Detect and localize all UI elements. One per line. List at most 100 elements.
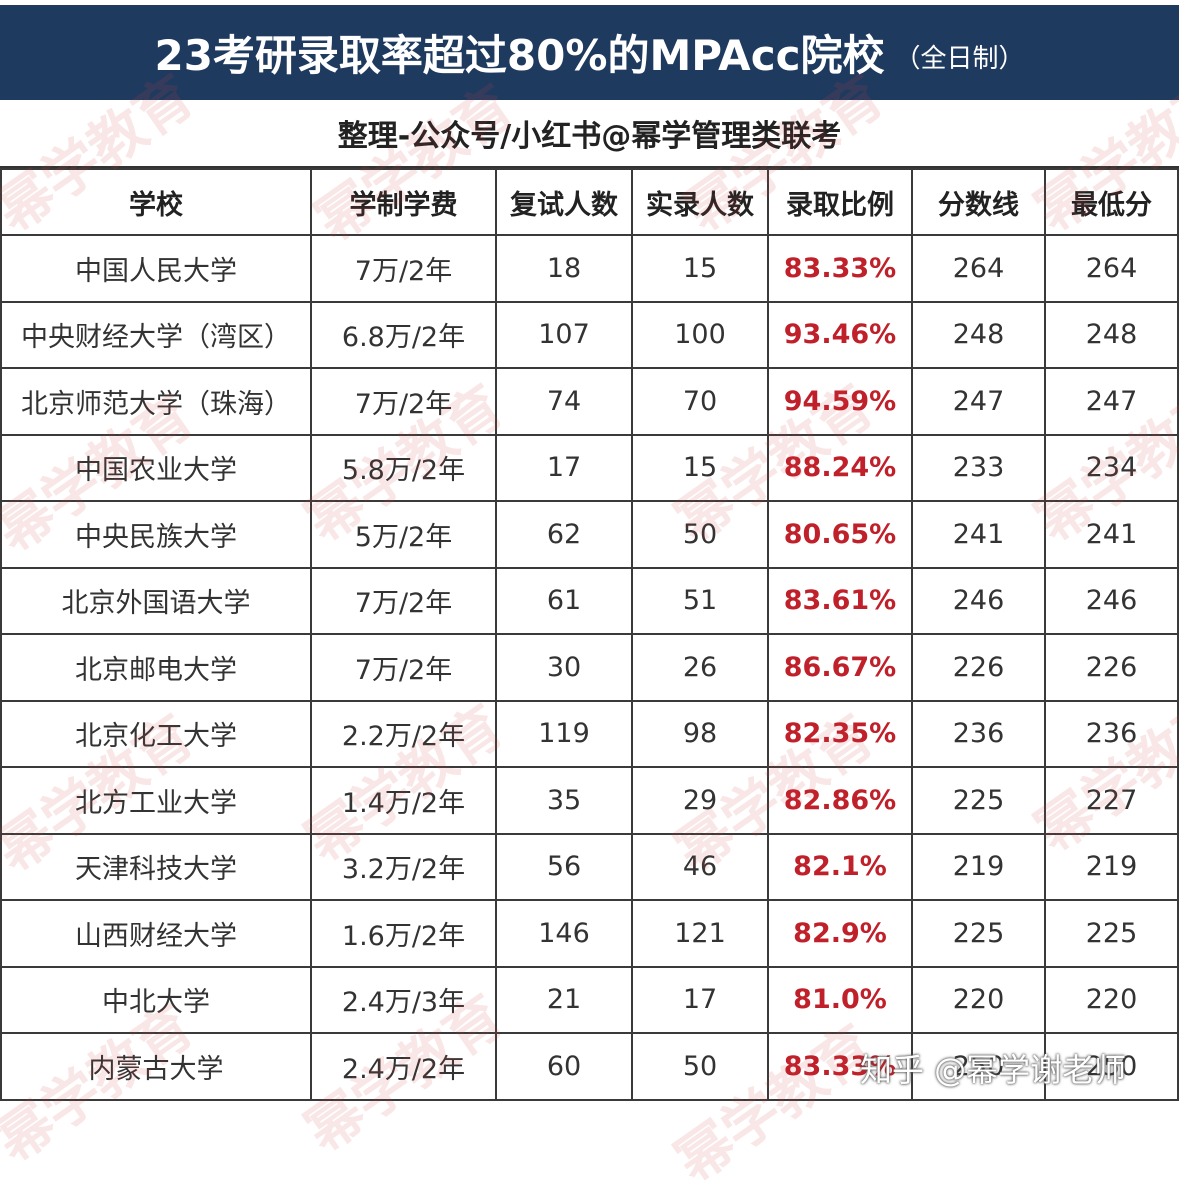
cell: 82.86% [767, 766, 913, 835]
column-header: 录取比例 [767, 168, 913, 236]
cell: 18 [495, 234, 633, 303]
cell: 北京师范大学（珠海） [0, 367, 312, 436]
table-row: 中央民族大学 5万/2年 62 50 80.65% 241 241 [0, 500, 1179, 569]
credit: 知乎 @幂学谢老师 [860, 1051, 1127, 1089]
cell: 83.33% [767, 1032, 913, 1101]
cell: 56 [495, 832, 633, 901]
subtitle: 整理-公众号/小红书@幂学管理类联考 [0, 100, 1179, 168]
cell: 80.65% [767, 500, 913, 569]
cell: 3.2万/2年 [310, 832, 497, 901]
column-header: 学校 [0, 168, 312, 236]
cell: 225 [911, 766, 1046, 835]
table-row: 中央财经大学（湾区） 6.8万/2年 107 100 93.46% 248 248 [0, 300, 1179, 369]
cell: 236 [911, 699, 1046, 768]
cell: 248 [1044, 300, 1179, 369]
header-row: 学校 学制学费 复试人数 实录人数 录取比例 分数线 最低分 [0, 168, 1179, 236]
cell: 94.59% [767, 367, 913, 436]
cell: 62 [495, 500, 633, 569]
cell: 146 [495, 899, 633, 968]
column-header: 最低分 [1044, 168, 1179, 236]
cell: 248 [911, 300, 1046, 369]
cell: 241 [1044, 500, 1179, 569]
cell: 70 [631, 367, 769, 436]
cell: 220 [1044, 965, 1179, 1034]
cell: 83.33% [767, 234, 913, 303]
cell: 86.67% [767, 633, 913, 702]
cell: 82.1% [767, 832, 913, 901]
title-bar: 23考研录取率超过80%的MPAcc院校 （全日制） [0, 5, 1179, 100]
cell: 264 [911, 234, 1046, 303]
cell: 83.61% [767, 566, 913, 635]
cell: 山西财经大学 [0, 899, 312, 968]
cell: 15 [631, 433, 769, 502]
cell: 82.9% [767, 899, 913, 968]
cell: 1.4万/2年 [310, 766, 497, 835]
cell: 2.4万/3年 [310, 965, 497, 1034]
cell: 7万/2年 [310, 367, 497, 436]
cell: 225 [1044, 899, 1179, 968]
table-row: 中北大学 2.4万/3年 21 17 81.0% 220 220 [0, 965, 1179, 1034]
table-body: 中国人民大学 7万/2年 18 15 83.33% 264 264 中央财经大学（湾区） 6.8… [0, 234, 1179, 1101]
table-row: 中国农业大学 5.8万/2年 17 15 88.24% 233 234 [0, 433, 1179, 502]
cell: 中国人民大学 [0, 234, 312, 303]
cell: 225 [911, 899, 1046, 968]
cell: 中国农业大学 [0, 433, 312, 502]
table-row: 天津科技大学 3.2万/2年 56 46 82.1% 219 219 [0, 832, 1179, 901]
cell: 107 [495, 300, 633, 369]
cell: 30 [495, 633, 633, 702]
cell: 119 [495, 699, 633, 768]
cell: 中北大学 [0, 965, 312, 1034]
cell: 250 [911, 1032, 1046, 1101]
cell: 264 [1044, 234, 1179, 303]
cell: 50 [631, 500, 769, 569]
page: 23考研录取率超过80%的MPAcc院校 （全日制） 整理-公众号/小红书@幂学… [0, 5, 1179, 1196]
title-note: （全日制） [894, 44, 1025, 74]
table-row: 北京化工大学 2.2万/2年 119 98 82.35% 236 236 [0, 699, 1179, 768]
table-row: 北京邮电大学 7万/2年 30 26 86.67% 226 226 [0, 633, 1179, 702]
cell: 81.0% [767, 965, 913, 1034]
cell: 226 [1044, 633, 1179, 702]
cell: 88.24% [767, 433, 913, 502]
cell: 226 [911, 633, 1046, 702]
cell: 17 [495, 433, 633, 502]
title: 23考研录取率超过80%的MPAcc院校 [154, 31, 885, 80]
cell: 1.6万/2年 [310, 899, 497, 968]
cell: 121 [631, 899, 769, 968]
cell: 中央民族大学 [0, 500, 312, 569]
cell: 35 [495, 766, 633, 835]
cell: 233 [911, 433, 1046, 502]
column-header: 实录人数 [631, 168, 769, 236]
cell: 2.4万/2年 [310, 1032, 497, 1101]
cell: 250 [1044, 1032, 1179, 1101]
cell: 247 [911, 367, 1046, 436]
table-row: 中国人民大学 7万/2年 18 15 83.33% 264 264 [0, 234, 1179, 303]
cell: 北京邮电大学 [0, 633, 312, 702]
cell: 21 [495, 965, 633, 1034]
column-header: 学制学费 [310, 168, 497, 236]
cell: 46 [631, 832, 769, 901]
cell: 220 [911, 965, 1046, 1034]
cell: 241 [911, 500, 1046, 569]
cell: 5.8万/2年 [310, 433, 497, 502]
cell: 2.2万/2年 [310, 699, 497, 768]
cell: 内蒙古大学 [0, 1032, 312, 1101]
table-row: 内蒙古大学 2.4万/2年 60 50 83.33% 250 250 [0, 1032, 1179, 1101]
cell: 51 [631, 566, 769, 635]
cell: 74 [495, 367, 633, 436]
cell: 93.46% [767, 300, 913, 369]
cell: 5万/2年 [310, 500, 497, 569]
cell: 246 [1044, 566, 1179, 635]
table-row: 山西财经大学 1.6万/2年 146 121 82.9% 225 225 [0, 899, 1179, 968]
cell: 29 [631, 766, 769, 835]
cell: 7万/2年 [310, 633, 497, 702]
table-row: 北京师范大学（珠海） 7万/2年 74 70 94.59% 247 247 [0, 367, 1179, 436]
table-row: 北方工业大学 1.4万/2年 35 29 82.86% 225 227 [0, 766, 1179, 835]
cell: 北京化工大学 [0, 699, 312, 768]
cell: 天津科技大学 [0, 832, 312, 901]
cell: 7万/2年 [310, 566, 497, 635]
table-row: 北京外国语大学 7万/2年 61 51 83.61% 246 246 [0, 566, 1179, 635]
cell: 北方工业大学 [0, 766, 312, 835]
cell: 219 [1044, 832, 1179, 901]
cell: 北京外国语大学 [0, 566, 312, 635]
cell: 236 [1044, 699, 1179, 768]
